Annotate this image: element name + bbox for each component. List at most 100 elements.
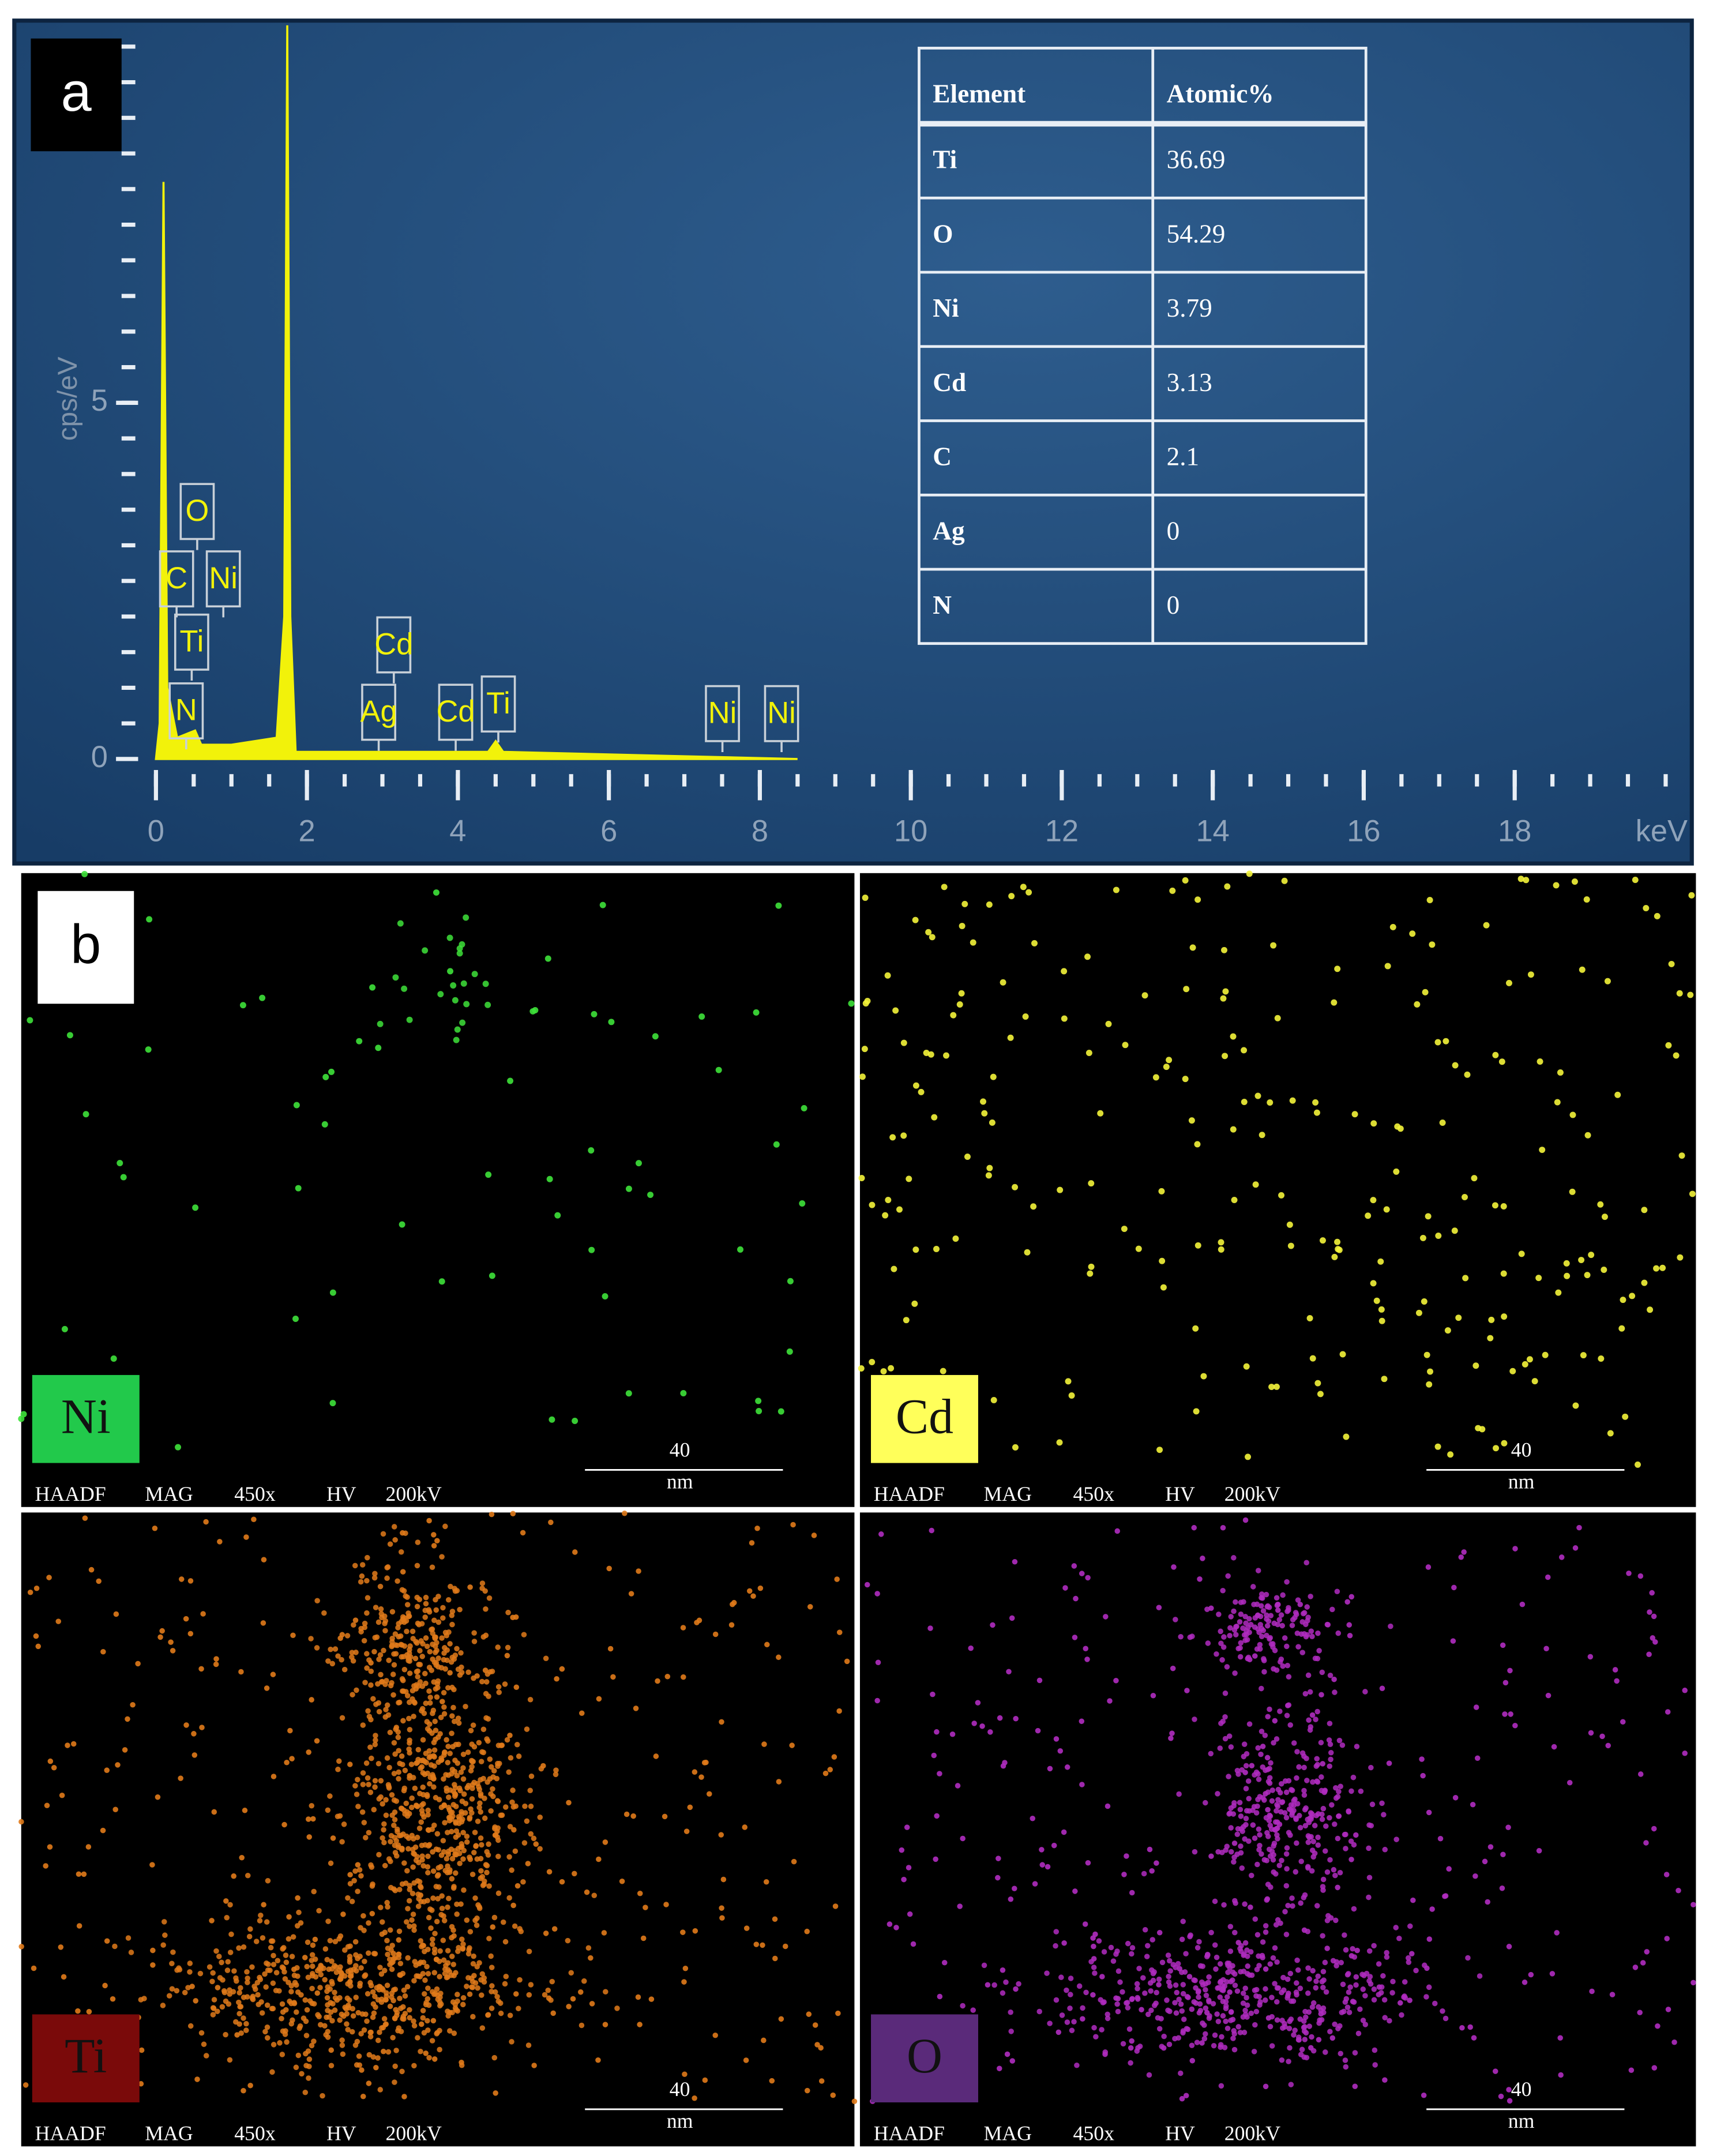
signal-dot bbox=[1206, 1997, 1212, 2003]
peak-label: Ni bbox=[767, 697, 796, 730]
scale-unit: nm bbox=[1508, 1470, 1535, 1493]
signal-dot bbox=[1224, 1664, 1230, 1670]
signal-dot bbox=[544, 955, 551, 962]
signal-dot bbox=[455, 1666, 461, 1672]
signal-dot bbox=[404, 1919, 410, 1925]
signal-dot bbox=[1097, 1110, 1104, 1117]
signal-dot bbox=[1169, 1730, 1175, 1736]
table-cell: O bbox=[933, 219, 953, 248]
signal-dot bbox=[1353, 1982, 1359, 1988]
signal-dot bbox=[345, 1944, 351, 1950]
signal-dot bbox=[356, 2053, 362, 2059]
signal-dot bbox=[343, 2005, 349, 2012]
signal-dot bbox=[1569, 1111, 1576, 1118]
signal-dot bbox=[1588, 1730, 1594, 1736]
signal-dot bbox=[756, 1408, 762, 1414]
signal-dot bbox=[110, 1996, 116, 2002]
signal-dot bbox=[451, 1718, 457, 1725]
signal-dot bbox=[444, 1647, 450, 1653]
signal-dot bbox=[1254, 1601, 1260, 1607]
signal-dot bbox=[1291, 1808, 1297, 1813]
signal-dot bbox=[1254, 1092, 1261, 1099]
signal-dot bbox=[1115, 1968, 1122, 1974]
signal-dot bbox=[1381, 1997, 1388, 2003]
signal-dot bbox=[537, 1846, 543, 1852]
signal-dot bbox=[1578, 1257, 1585, 1264]
signal-dot bbox=[456, 1720, 462, 1726]
signal-dot bbox=[337, 2017, 343, 2023]
signal-dot bbox=[1325, 1622, 1331, 1628]
signal-dot bbox=[241, 1995, 247, 2000]
signal-dot bbox=[1246, 870, 1253, 877]
signal-dot bbox=[453, 1036, 460, 1043]
signal-dot bbox=[425, 2018, 430, 2024]
signal-dot bbox=[349, 2029, 355, 2035]
signal-dot bbox=[635, 1160, 642, 1167]
signal-dot bbox=[1128, 2045, 1134, 2051]
signal-dot bbox=[1365, 1212, 1372, 1219]
signal-dot bbox=[400, 2004, 406, 2010]
signal-dot bbox=[31, 1965, 37, 1971]
signal-dot bbox=[901, 1876, 907, 1883]
signal-dot bbox=[334, 1997, 340, 2003]
signal-dot bbox=[392, 2079, 397, 2085]
signal-dot bbox=[807, 1604, 813, 1610]
signal-dot bbox=[1280, 1663, 1286, 1669]
signal-dot bbox=[625, 1390, 632, 1397]
signal-dot bbox=[1314, 1380, 1321, 1387]
signal-dot bbox=[591, 1011, 598, 1017]
signal-dot bbox=[437, 2046, 442, 2053]
signal-dot bbox=[664, 1673, 671, 1680]
signal-dot bbox=[1237, 2030, 1244, 2035]
signal-dot bbox=[378, 1672, 384, 1678]
signal-dot bbox=[1201, 2035, 1208, 2042]
signal-dot bbox=[1105, 1803, 1111, 1809]
signal-dot bbox=[1512, 1546, 1518, 1552]
signal-dot bbox=[392, 2015, 398, 2022]
signal-dot bbox=[943, 1052, 950, 1059]
signal-dot bbox=[326, 1966, 332, 1972]
signal-dot bbox=[82, 1515, 88, 1521]
signal-dot bbox=[367, 1744, 373, 1751]
signal-dot bbox=[1487, 1844, 1494, 1850]
signal-dot bbox=[1059, 2012, 1065, 2018]
signal-dot bbox=[1147, 1980, 1154, 1986]
signal-dot bbox=[707, 1791, 712, 1797]
signal-dot bbox=[1156, 2026, 1163, 2032]
signal-dot bbox=[986, 1165, 993, 1171]
signal-dot bbox=[1429, 941, 1436, 948]
signal-dot bbox=[220, 1977, 226, 1983]
signal-dot bbox=[1113, 887, 1120, 893]
signal-dot bbox=[987, 1729, 993, 1735]
signal-dot bbox=[233, 1975, 239, 1981]
signal-dot bbox=[259, 2010, 265, 2016]
signal-dot bbox=[1194, 1945, 1201, 1951]
signal-dot bbox=[373, 2064, 379, 2071]
signal-dot bbox=[1231, 1555, 1237, 1561]
signal-dot bbox=[1258, 1751, 1264, 1757]
signal-dot bbox=[446, 2028, 453, 2034]
signal-dot bbox=[1008, 2029, 1014, 2034]
signal-dot bbox=[1000, 979, 1006, 986]
signal-dot bbox=[145, 1046, 152, 1053]
signal-dot bbox=[1526, 1356, 1533, 1363]
signal-dot bbox=[175, 1444, 182, 1451]
signal-dot bbox=[364, 1651, 370, 1657]
signal-dot bbox=[934, 1813, 940, 1819]
signal-dot bbox=[1536, 1847, 1542, 1854]
signal-dot bbox=[1220, 1524, 1226, 1531]
panel-a-background bbox=[12, 18, 1694, 866]
signal-dot bbox=[157, 1634, 163, 1640]
signal-dot bbox=[329, 1661, 336, 1667]
signal-dot bbox=[257, 1918, 263, 1924]
signal-dot bbox=[588, 1147, 595, 1154]
signal-dot bbox=[1117, 1979, 1123, 1985]
signal-dot bbox=[1242, 2011, 1249, 2018]
signal-dot bbox=[1320, 1985, 1326, 1990]
signal-dot bbox=[460, 1816, 465, 1823]
signal-dot bbox=[440, 1937, 446, 1943]
signal-dot bbox=[1409, 930, 1416, 937]
signal-dot bbox=[1682, 1687, 1688, 1693]
signal-dot bbox=[1499, 1885, 1505, 1891]
signal-dot bbox=[1366, 1845, 1372, 1851]
